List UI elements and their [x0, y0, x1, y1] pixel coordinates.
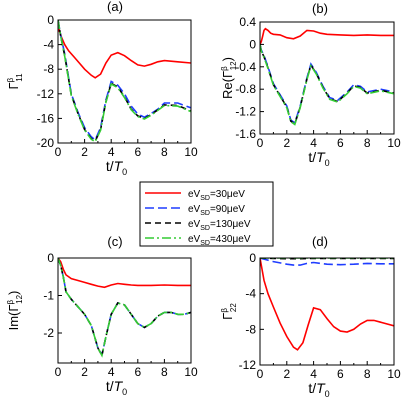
y-tick-label: -16	[37, 111, 55, 125]
x-tick-label: 6	[337, 367, 344, 381]
x-tick-label: 8	[364, 367, 371, 381]
x-tick-label: 6	[134, 365, 141, 379]
x-tick-label: 10	[387, 136, 401, 150]
x-tick-label: 0	[55, 365, 62, 379]
plot-frame	[259, 257, 395, 366]
series-line-dashdot	[260, 44, 394, 126]
y-tick-label: 0	[249, 251, 256, 265]
x-tick-label: 8	[364, 136, 371, 150]
series-line-solid	[58, 20, 191, 79]
x-axis-label: t/T0	[308, 149, 329, 168]
x-tick-label: 0	[257, 136, 264, 150]
panel-a: (a) 0 2 4 6 8 10 0 -4 -8 -12 -16 -20 t/T0 Γβ11	[6, 0, 198, 177]
x-tick-label: 10	[184, 365, 198, 379]
panel-title: (a)	[107, 0, 123, 14]
x-axis-label: t/T0	[106, 158, 127, 177]
legend: eVSD=30μeV eVSD=90μeV eVSD=130μeV eVSD=430μ…	[139, 181, 274, 247]
x-tick-label: 8	[161, 365, 168, 379]
legend-label: eVSD=30μeV	[188, 189, 245, 202]
x-tick-label: 4	[310, 136, 317, 150]
series-line-longdash	[260, 258, 394, 266]
y-axis-label: Γβ11	[6, 73, 24, 90]
x-tick-label: 8	[161, 145, 168, 159]
series-line-solid	[260, 258, 394, 351]
y-tick-label: -1.2	[235, 105, 256, 119]
x-tick-label: 4	[310, 367, 317, 381]
legend-label: eVSD=430μeV	[188, 234, 251, 247]
x-tick-label: 10	[184, 145, 198, 159]
y-tick-label: -1	[43, 289, 54, 303]
y-tick-label: -8	[43, 62, 54, 76]
series-line-solid	[260, 27, 394, 45]
x-tick-label: 0	[55, 145, 62, 159]
x-tick-label: 4	[108, 145, 115, 159]
y-tick-label: 0.4	[239, 15, 256, 29]
plot-frame	[57, 257, 192, 364]
y-tick-label: -0.4	[235, 60, 256, 74]
y-tick-label: -12	[239, 358, 257, 372]
legend-label: eVSD=90μeV	[188, 204, 245, 217]
series-line-longdash	[260, 44, 394, 125]
y-tick-label: -20	[37, 136, 55, 150]
x-tick-label: 6	[337, 136, 344, 150]
y-tick-label: 0	[47, 251, 54, 265]
legend-label: eVSD=130μeV	[188, 219, 251, 232]
y-axis-label: Γβ22	[220, 303, 238, 320]
x-tick-label: 4	[108, 365, 115, 379]
y-tick-label: -4	[245, 287, 256, 301]
x-tick-label: 0	[257, 367, 264, 381]
x-axis-label: t/T0	[106, 378, 127, 397]
x-axis-label: t/T0	[308, 380, 329, 399]
panel-title: (b)	[312, 1, 328, 16]
y-tick-label: -12	[37, 87, 55, 101]
x-tick-label: 2	[81, 145, 88, 159]
y-tick-label: -1.6	[235, 127, 256, 141]
series-line-dash	[58, 20, 191, 143]
panel-b: (b) 0 2 4 6 8 10 0.4 0 -0.4 -0.8 -1.2 -1.6 t/T0 Re(Γβ1…	[220, 1, 401, 168]
series-line-solid	[58, 258, 191, 289]
x-tick-label: 6	[134, 145, 141, 159]
panel-d: (d) 0 2 4 6 8 10 0 -4 -8 -12 t/T0 Γβ22	[220, 234, 401, 399]
series-line-longdash	[58, 20, 191, 142]
x-tick-label: 2	[283, 136, 290, 150]
y-tick-label: -0.8	[235, 82, 256, 96]
series-line-dashdot	[58, 20, 191, 143]
x-tick-label: 2	[81, 365, 88, 379]
y-tick-label: -2	[43, 326, 54, 340]
y-tick-label: -8	[245, 322, 256, 336]
panel-c: (c) 0 2 4 6 8 10 0 -1 -2 t/T0 Im(Γβ12)	[6, 234, 198, 397]
plot-frame	[259, 21, 395, 135]
y-tick-label: 0	[47, 13, 54, 27]
x-tick-label: 2	[283, 367, 290, 381]
y-axis-label: Re(Γβ12)	[220, 57, 238, 99]
series-line-dashdot	[58, 258, 191, 358]
y-axis-label: Im(Γβ12)	[6, 291, 24, 331]
x-tick-label: 10	[387, 367, 401, 381]
y-tick-label: -4	[43, 38, 54, 52]
y-tick-label: 0	[249, 37, 256, 51]
plot-frame	[57, 19, 192, 144]
panel-title: (c)	[107, 234, 122, 249]
panel-title: (d)	[312, 234, 328, 249]
series-line-dash	[260, 44, 394, 126]
